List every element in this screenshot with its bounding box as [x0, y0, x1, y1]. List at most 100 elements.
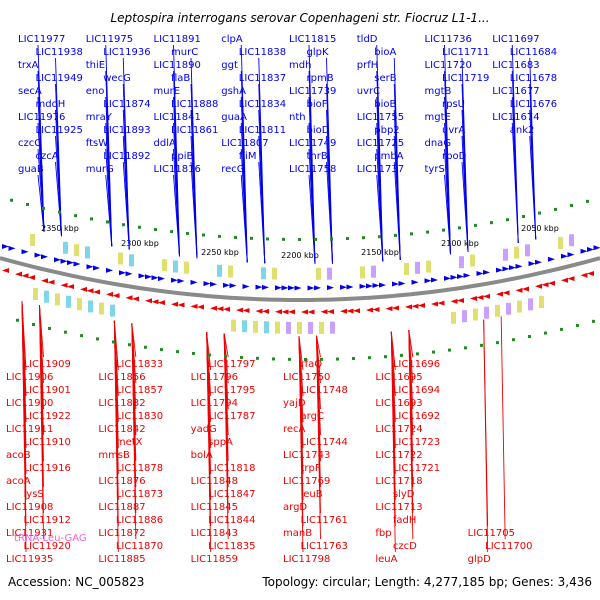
feature-block: [99, 302, 104, 315]
forward-gene-arrow: [372, 283, 380, 289]
top-gene-label: LIC11811: [239, 125, 286, 136]
reverse-gene-arrow: [366, 307, 373, 313]
bottom-gene-label: LIC11908: [6, 502, 53, 513]
feature-block: [33, 287, 38, 300]
feature-block: [316, 267, 321, 280]
top-gene-connector: [393, 161, 401, 260]
forward-gene-arrow: [171, 277, 178, 283]
top-gene-label: murG: [86, 164, 114, 175]
bottom-gene-connector: [316, 335, 321, 384]
bottom-gene-label: LIC11794: [191, 398, 238, 409]
top-gene-label: tldD: [357, 34, 378, 45]
top-gene-label: LIC11697: [492, 34, 539, 45]
bottom-gene-connector: [390, 331, 396, 371]
reverse-gene-arrow: [236, 307, 243, 313]
tick-mark: [544, 331, 547, 335]
top-gene-connector: [55, 161, 62, 237]
top-gene-label: dnaG: [425, 138, 452, 149]
feature-block: [517, 300, 522, 313]
feature-block: [459, 256, 464, 269]
reverse-gene-arrow: [242, 307, 250, 313]
tick-mark: [122, 223, 125, 227]
bottom-gene-label: leuB: [301, 489, 323, 500]
forward-gene-arrow: [73, 261, 81, 267]
bottom-gene-label: LIC11832: [98, 398, 145, 409]
top-gene-label: LIC11739: [289, 86, 336, 97]
top-gene-label: LIC11892: [103, 151, 150, 162]
tick-mark: [176, 350, 179, 354]
bottom-gene-label: acoA: [6, 476, 31, 487]
bottom-gene-label: LIC11920: [24, 541, 71, 552]
top-gene-label: LIC11807: [221, 138, 268, 149]
feature-block: [129, 254, 134, 267]
feature-block: [558, 236, 563, 249]
bottom-gene-connector: [316, 335, 321, 358]
top-gene-label: LIC11977: [18, 34, 65, 45]
reverse-gene-arrow: [483, 293, 490, 299]
feature-block: [525, 244, 530, 257]
top-gene-label: LIC11893: [103, 125, 150, 136]
scale-layer: 2350 kbp 2300 kbp 2250 kbp 2200 kbp 2150 kbp…: [41, 224, 559, 260]
reverse-gene-arrow: [385, 306, 393, 312]
top-gene-label: ank2: [510, 125, 535, 136]
forward-gene-arrow: [580, 248, 588, 254]
tick-mark: [586, 199, 589, 203]
tick-mark: [432, 350, 435, 354]
top-gene-label: LIC11834: [239, 99, 286, 110]
reverse-gene-arrow: [301, 309, 308, 315]
bottom-gene-label: LIC11912: [24, 515, 71, 526]
bottom-gene-label: LIC11935: [6, 554, 53, 565]
top-gene-label: murE: [154, 86, 181, 97]
forward-gene-arrow: [567, 252, 575, 258]
top-gene-connector: [122, 161, 130, 250]
top-gene-label: mraY: [86, 112, 113, 123]
top-gene-label: prfH: [357, 60, 379, 71]
forward-gene-arrow: [561, 253, 568, 259]
label-lines-layer: [21, 44, 537, 553]
forward-gene-arrow: [483, 269, 490, 275]
reverse-gene-arrow: [502, 290, 510, 296]
feature-block: [327, 267, 332, 280]
top-gene-label: pbp2: [374, 125, 399, 136]
top-gene-label: pmbA: [374, 151, 403, 162]
bottom-gene-label: LIC11886: [116, 515, 163, 526]
top-gene-connector: [326, 161, 333, 264]
forward-gene-arrow: [223, 282, 230, 288]
bottom-gene-label: LIC11873: [116, 489, 163, 500]
feature-block: [44, 290, 49, 303]
tick-mark: [522, 215, 525, 219]
feature-block: [30, 233, 35, 246]
top-gene-label: LIC11891: [154, 34, 201, 45]
bottom-gene-label: LIC11713: [375, 502, 422, 513]
forward-gene-arrow: [41, 254, 48, 260]
bottom-gene-label: metX: [116, 437, 143, 448]
bottom-gene-label: LIC11722: [375, 450, 422, 461]
bottom-gene-label: LIC11830: [116, 411, 163, 422]
tick-mark: [144, 345, 147, 349]
rna-gene-label: tRNA-Leu-GAG: [14, 533, 87, 544]
top-gene-label: LIC11758: [289, 164, 336, 175]
feature-block: [85, 246, 90, 259]
bottom-gene-label: LIC11696: [393, 359, 440, 370]
bottom-gene-label: LIC11906: [6, 372, 53, 383]
tick-mark: [224, 354, 227, 358]
tick-mark: [298, 237, 301, 241]
bottom-gene-label: LIC11761: [301, 515, 348, 526]
genome-summary-text: Topology: circular; Length: 4,277,185 bp…: [261, 575, 592, 589]
top-gene-label: LIC11888: [171, 99, 218, 110]
top-gene-label: LIC11938: [36, 47, 83, 58]
forward-gene-arrow: [54, 257, 61, 263]
forward-gene-arrow: [294, 285, 302, 291]
feature-block: [110, 304, 115, 317]
top-gene-label: fliM: [239, 151, 257, 162]
reverse-gene-arrow: [548, 280, 555, 286]
top-gene-label: rpmB: [307, 73, 334, 84]
feature-block: [297, 321, 302, 334]
top-gene-label: nth: [289, 112, 306, 123]
bottom-gene-label: manB: [283, 528, 312, 539]
top-gene-label: LIC11674: [492, 112, 539, 123]
forward-gene-arrow: [502, 266, 510, 272]
top-gene-label: LIC11720: [425, 60, 472, 71]
reverse-gene-arrow: [177, 302, 185, 308]
bottom-gene-label: LIC11748: [301, 385, 348, 396]
